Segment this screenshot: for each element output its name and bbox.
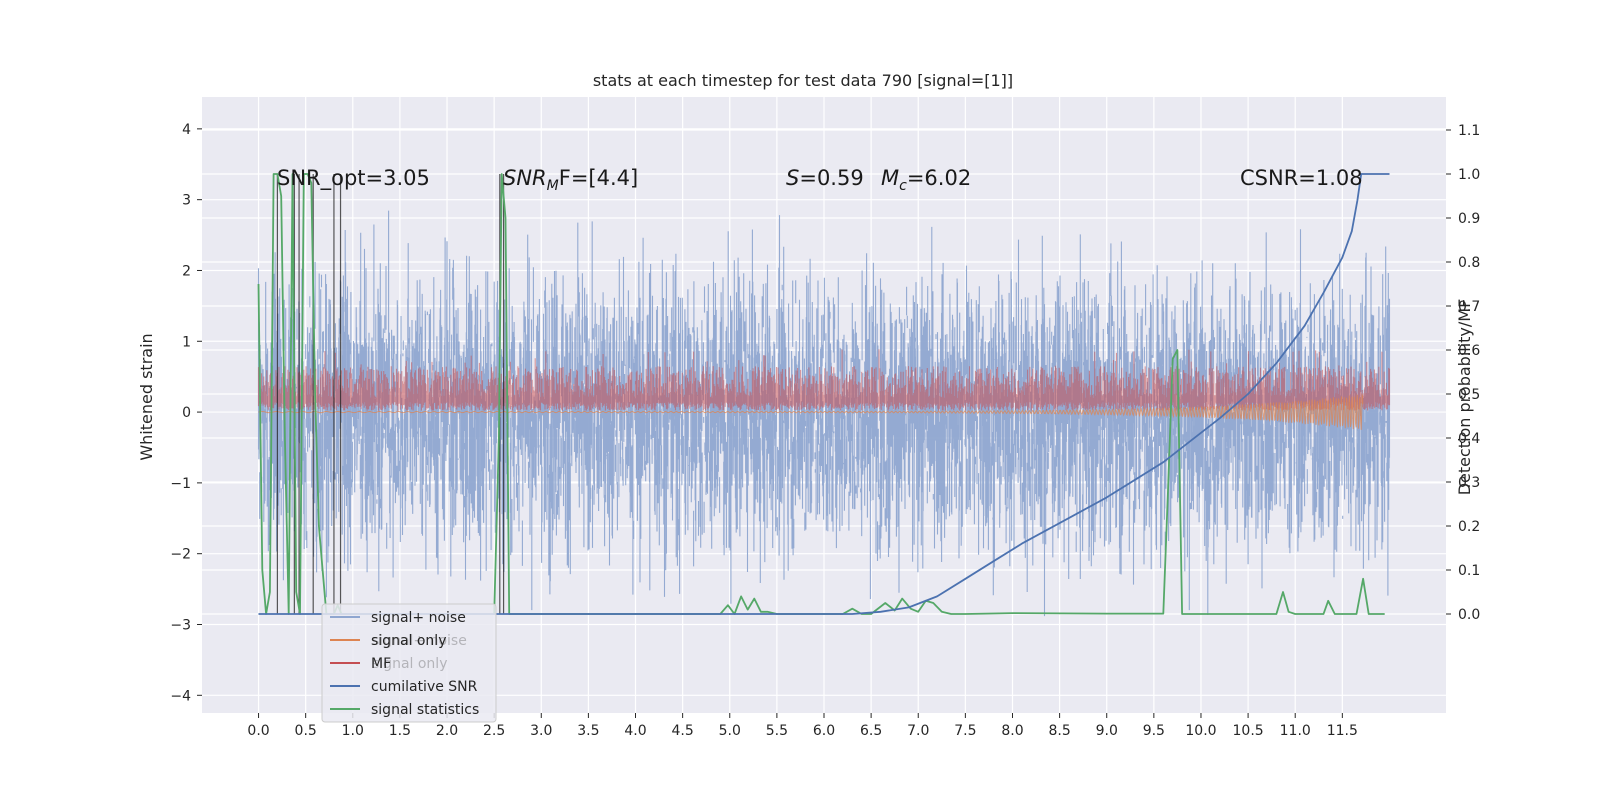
x-tick-label: 8.5 — [1048, 723, 1070, 739]
x-tick-label: 4.0 — [624, 723, 646, 739]
mc-sub: c — [899, 178, 907, 194]
x-tick-label: 10.0 — [1185, 723, 1216, 739]
x-tick-label: 9.5 — [1143, 723, 1165, 739]
cumulative-snr-series — [258, 173, 1390, 615]
signal-statistics-series — [257, 173, 1385, 615]
y-right-tick-label: 0.9 — [1458, 211, 1480, 227]
x-tick-label: 8.0 — [1001, 723, 1023, 739]
y-right-tick-label: 1.0 — [1458, 167, 1480, 183]
x-tick-label: 3.0 — [530, 723, 552, 739]
y-right-tick-label: 0.6 — [1458, 343, 1480, 359]
y-right-tick-label: 1.1 — [1458, 123, 1480, 139]
legend-label-signal-noise: signal+ noise — [371, 610, 466, 626]
x-tick-label: 2.5 — [483, 723, 505, 739]
axes: 0.0 0.5 1.0 1.5 2.0 2.5 3.0 3.5 4.0 4.5 5.0 5.5 6.0 6… — [170, 122, 1480, 739]
x-tick-label: 9.0 — [1096, 723, 1118, 739]
legend-ghost-1: signal+ noise — [372, 633, 467, 649]
cumulative-snr-line — [258, 173, 1390, 615]
y-axis-label-left: Whitened strain — [137, 333, 156, 460]
legend-label-signal-only: signal only — [371, 633, 446, 649]
s-value: =0.59 — [799, 166, 863, 190]
x-tick-label: 0.5 — [295, 723, 317, 739]
legend-box — [321, 603, 497, 723]
y-tick-label: 2 — [182, 263, 191, 279]
y-tick-label: −4 — [170, 688, 191, 704]
annotation-snr-opt: SNR_opt=3.05 — [277, 166, 430, 191]
x-tick-label: 5.0 — [719, 723, 741, 739]
y-right-tick-label: 0.4 — [1458, 431, 1480, 447]
legend-label-cumulative-snr: cumilative SNR — [371, 679, 478, 695]
x-tick-label: 1.5 — [389, 723, 411, 739]
snr-mf-rest: F=[4.4] — [559, 166, 638, 190]
signal-statistics-line — [257, 173, 1385, 615]
annotation-mc: Mc=6.02 — [881, 166, 971, 194]
y-right-tick-label: 0.8 — [1458, 255, 1480, 271]
y-tick-label: 1 — [182, 334, 191, 350]
x-tick-label: 0.0 — [247, 723, 269, 739]
x-tick-label: 5.5 — [766, 723, 788, 739]
y-right-tick-label: 0.2 — [1458, 519, 1480, 535]
y-right-tick-label: 0.3 — [1458, 475, 1480, 491]
annotation-snr-mf: SNRMF=[4.4] — [503, 166, 638, 194]
snr-mf-base: SNR — [503, 166, 547, 190]
y-right-tick-label: 0.5 — [1458, 387, 1480, 403]
chart-title: stats at each timestep for test data 790… — [593, 71, 1013, 90]
y-tick-label: −2 — [170, 547, 191, 563]
snr-mf-sub: M — [547, 178, 559, 194]
y-tick-label: 0 — [182, 405, 191, 421]
x-tick-label: 3.5 — [577, 723, 599, 739]
y-tick-label: 3 — [182, 193, 191, 209]
y-right-tick-label: 0.1 — [1458, 563, 1480, 579]
legend-label-mf: MF — [371, 656, 391, 672]
y-tick-label: −3 — [170, 617, 191, 633]
x-tick-label: 6.5 — [860, 723, 882, 739]
mf-trace — [257, 349, 1391, 411]
x-tick-label: 6.0 — [813, 723, 835, 739]
legend-ghost-2: signal only — [372, 656, 447, 672]
y-tick-label: −1 — [170, 476, 191, 492]
annotation-s: S=0.59 — [786, 166, 864, 190]
x-tick-label: 1.0 — [342, 723, 364, 739]
x-tick-label: 10.5 — [1233, 723, 1264, 739]
y-tick-label: 4 — [182, 122, 191, 138]
s-label: S — [786, 166, 799, 190]
y-axis-label-right: Detection probability/MF — [1455, 299, 1474, 496]
y-right-tick-label: 0.0 — [1458, 607, 1480, 623]
annotation-csnr: CSNR=1.08 — [1240, 166, 1363, 190]
x-tick-label: 2.0 — [436, 723, 458, 739]
x-tick-label: 11.5 — [1327, 723, 1358, 739]
x-tick-label: 11.0 — [1280, 723, 1311, 739]
y-right-tick-label: 0.7 — [1458, 299, 1480, 315]
mc-value: =6.02 — [907, 166, 971, 190]
x-tick-label: 7.0 — [907, 723, 929, 739]
x-tick-label: 4.5 — [672, 723, 694, 739]
legend: signal+ noise signal only signal+ noise … — [321, 603, 497, 723]
mc-label: M — [881, 166, 899, 190]
legend-label-signal-statistics: signal statistics — [371, 702, 479, 718]
x-tick-label: 7.5 — [954, 723, 976, 739]
mf-series — [257, 349, 1391, 411]
